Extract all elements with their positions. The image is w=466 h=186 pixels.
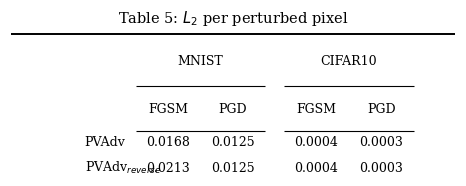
Text: MNIST: MNIST [178,55,224,68]
Text: 0.0004: 0.0004 [295,136,338,149]
Text: 0.0168: 0.0168 [146,136,190,149]
Text: PGD: PGD [219,103,247,116]
Text: FGSM: FGSM [296,103,336,116]
Text: PVAdv$_{reverse}$: PVAdv$_{reverse}$ [85,160,161,176]
Text: FGSM: FGSM [148,103,188,116]
Text: 0.0125: 0.0125 [211,136,255,149]
Text: 0.0004: 0.0004 [295,162,338,175]
Text: 0.0125: 0.0125 [211,162,255,175]
Text: Table 5: $L_2$ per perturbed pixel: Table 5: $L_2$ per perturbed pixel [118,9,348,28]
Text: 0.0003: 0.0003 [359,162,403,175]
Text: CIFAR10: CIFAR10 [321,55,377,68]
Text: 0.0213: 0.0213 [146,162,190,175]
Text: 0.0003: 0.0003 [359,136,403,149]
Text: PGD: PGD [367,103,396,116]
Text: PVAdv: PVAdv [85,136,126,149]
